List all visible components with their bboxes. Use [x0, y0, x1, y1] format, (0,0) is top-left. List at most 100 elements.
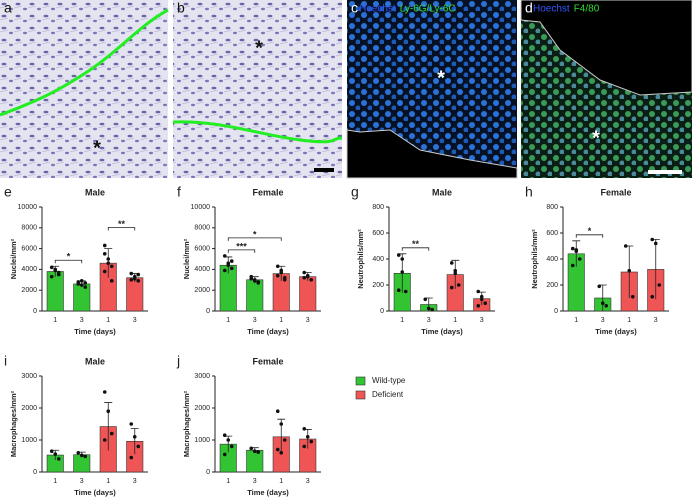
data-point: [222, 433, 227, 438]
data-point: [109, 431, 114, 436]
y-tick-label: 600: [372, 230, 384, 237]
chart-title: Male: [85, 356, 105, 366]
data-point: [302, 444, 307, 449]
data-point: [226, 438, 231, 442]
error-bar: [130, 428, 139, 455]
data-point: [226, 263, 231, 268]
x-axis-label: Time (days): [421, 327, 463, 336]
x-tick-label: 1: [106, 317, 110, 324]
data-point: [302, 270, 307, 275]
data-point: [222, 254, 227, 258]
x-tick-label: 1: [279, 317, 283, 324]
data-point: [249, 276, 254, 281]
data-point: [577, 257, 582, 261]
panel-label: d: [525, 0, 533, 16]
x-axis-label: Time (days): [247, 327, 289, 336]
x-tick-label: 3: [80, 478, 84, 485]
y-tick-label: 2000: [21, 287, 37, 294]
significance-bracket: [575, 234, 604, 238]
y-tick-label: 0: [33, 308, 37, 315]
channel-label: Hoechst: [359, 4, 396, 15]
data-point: [423, 297, 428, 302]
y-tick-label: 2000: [194, 287, 210, 294]
channel-label: F4/80: [574, 4, 600, 15]
bar: [73, 454, 91, 473]
asterisk: *: [93, 137, 101, 159]
channel-label: Ly-6G/Ly-6C: [400, 4, 456, 15]
data-point: [76, 282, 81, 286]
y-tick-label: 0: [206, 308, 210, 315]
significance-label: **: [412, 239, 420, 249]
x-tick-label: 1: [574, 317, 578, 324]
y-tick-label: 200: [372, 282, 384, 289]
bar: [126, 277, 144, 312]
chart-title: Male: [432, 187, 452, 197]
x-tick-label: 1: [226, 317, 230, 324]
data-point: [279, 451, 284, 455]
data-point: [49, 265, 54, 270]
boundary-line: [0, 8, 169, 117]
chart-title: Male: [85, 187, 105, 197]
y-tick-label: 3000: [194, 373, 210, 380]
significance-bracket: [227, 237, 282, 241]
significance-label: *: [588, 226, 592, 236]
data-point: [449, 285, 454, 290]
x-axis-label: Time (days): [595, 327, 637, 336]
chart-title: Female: [252, 187, 283, 197]
data-point: [256, 450, 261, 454]
x-axis-label: Time (days): [74, 488, 116, 497]
micrograph: [173, 0, 342, 178]
data-point: [275, 273, 280, 278]
data-point: [279, 270, 284, 275]
y-tick-label: 0: [206, 469, 210, 476]
data-point: [129, 278, 134, 282]
data-point: [570, 263, 575, 268]
data-point: [309, 278, 314, 282]
asterisk: *: [592, 127, 600, 149]
bar: [299, 276, 317, 312]
data-point: [102, 243, 107, 248]
data-point: [102, 390, 107, 394]
data-point: [275, 447, 280, 452]
data-point: [430, 307, 435, 312]
data-point: [53, 452, 58, 456]
x-tick-label: 3: [306, 317, 310, 324]
y-tick-label: 4000: [21, 266, 37, 273]
data-point: [479, 297, 484, 302]
y-tick-label: 0: [554, 308, 558, 315]
y-tick-label: 1000: [21, 437, 37, 444]
data-point: [106, 257, 111, 261]
panel-label: h: [525, 184, 533, 200]
legend-label: Deficient: [372, 390, 404, 399]
y-tick-label: 800: [546, 204, 558, 211]
panel-label: a: [4, 0, 12, 16]
x-tick-label: 1: [400, 317, 404, 324]
data-point: [229, 266, 234, 271]
significance-label: **: [118, 219, 126, 229]
error-bar: [572, 240, 581, 267]
y-axis-label: Neutrophils/mm²: [530, 229, 539, 289]
channel-label: Hoechst: [533, 4, 570, 15]
y-tick-label: 200: [546, 282, 558, 289]
data-point: [229, 259, 234, 263]
data-point: [106, 409, 111, 414]
legend-label: Wild-type: [372, 376, 406, 385]
panel-label: f: [177, 184, 181, 200]
x-tick-label: 1: [279, 478, 283, 485]
data-point: [302, 427, 307, 431]
y-tick-label: 6000: [194, 245, 210, 252]
significance-label: *: [253, 229, 257, 239]
image-panels: [0, 0, 692, 179]
x-tick-label: 1: [226, 478, 230, 485]
data-point: [256, 280, 261, 284]
data-point: [479, 294, 484, 299]
y-tick-label: 400: [372, 256, 384, 263]
x-tick-label: 1: [106, 478, 110, 485]
data-point: [222, 268, 227, 273]
data-point: [604, 304, 609, 308]
data-point: [106, 261, 111, 265]
scale-bar: [648, 170, 682, 174]
data-point: [79, 283, 84, 287]
bar: [46, 271, 64, 312]
data-point: [79, 453, 84, 458]
